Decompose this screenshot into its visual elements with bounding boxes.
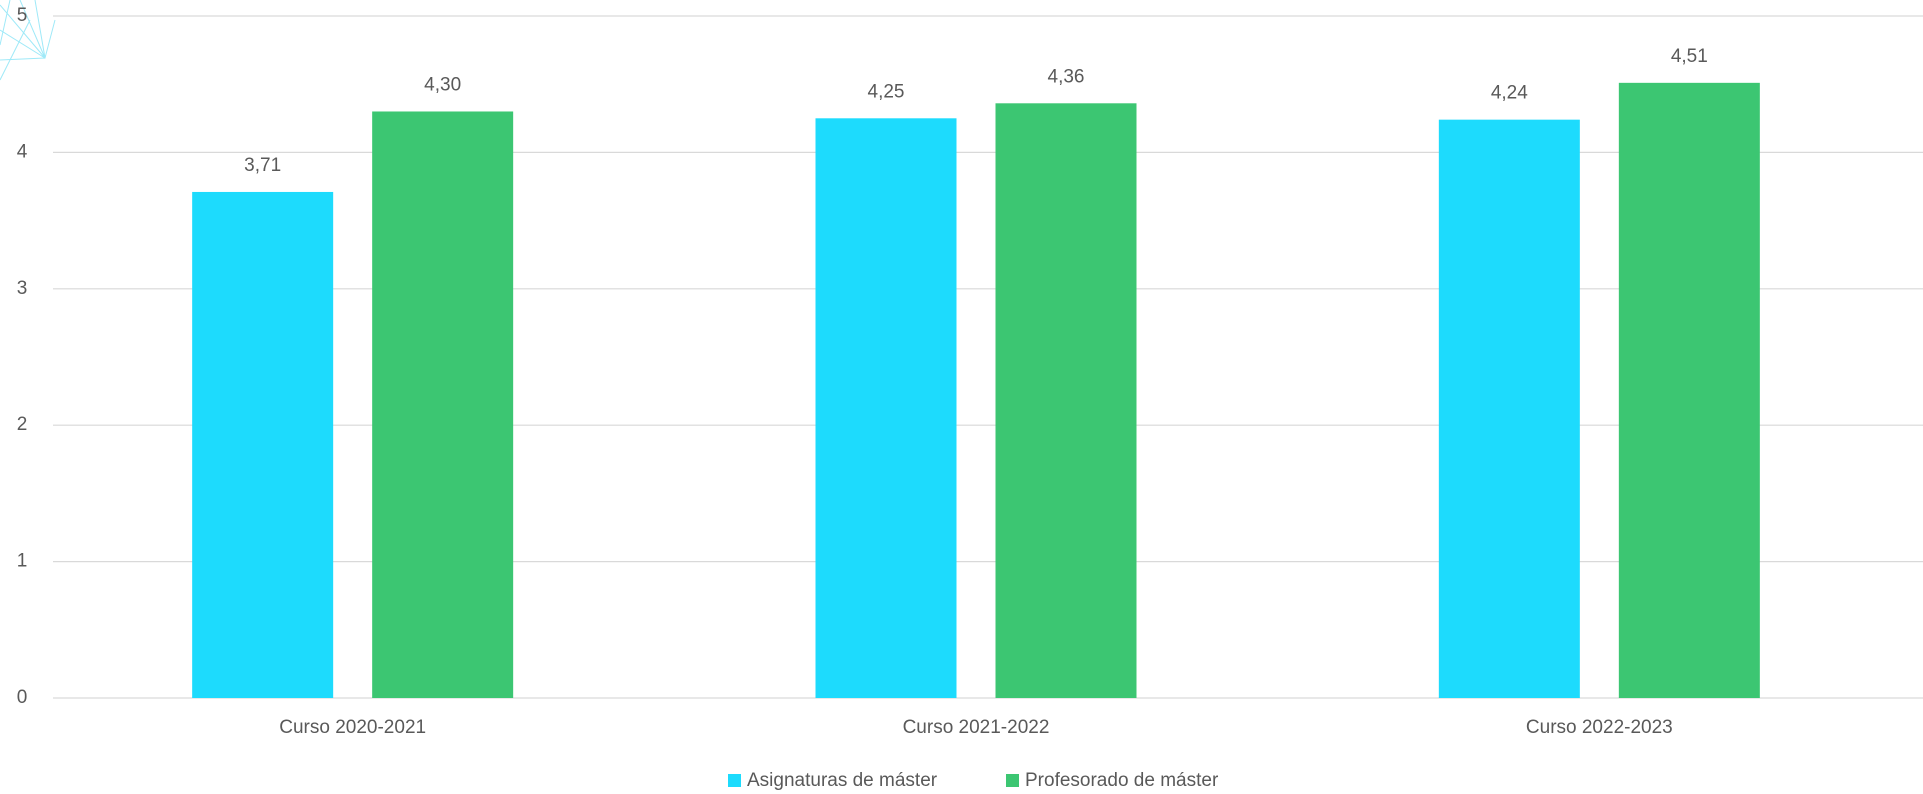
x-tick-label: Curso 2020-2021 [279,717,426,738]
legend-swatch [1006,774,1019,787]
y-tick-label: 5 [17,5,28,26]
value-label: 3,71 [244,155,281,176]
decoration [0,0,56,81]
value-label: 4,51 [1671,46,1708,67]
x-tick-label: Curso 2022-2023 [1526,717,1673,738]
x-tick-label: Curso 2021-2022 [903,717,1050,738]
value-label: 4,36 [1048,66,1085,87]
legend-swatch [728,774,741,787]
value-label: 4,24 [1491,83,1528,104]
bar [995,103,1137,698]
legend-label: Profesorado de máster [1025,770,1219,791]
y-tick-label: 3 [17,278,28,299]
bar [1618,82,1760,698]
bar [372,111,514,699]
legend-label: Asignaturas de máster [747,770,938,791]
y-tick-label: 0 [17,687,28,708]
bar [815,118,957,699]
bar [192,191,334,698]
bar [1438,119,1580,698]
value-label: 4,30 [424,74,461,95]
y-tick-label: 2 [17,414,28,435]
y-tick-label: 4 [17,141,28,162]
value-label: 4,25 [868,81,905,102]
y-tick-label: 1 [17,551,28,572]
